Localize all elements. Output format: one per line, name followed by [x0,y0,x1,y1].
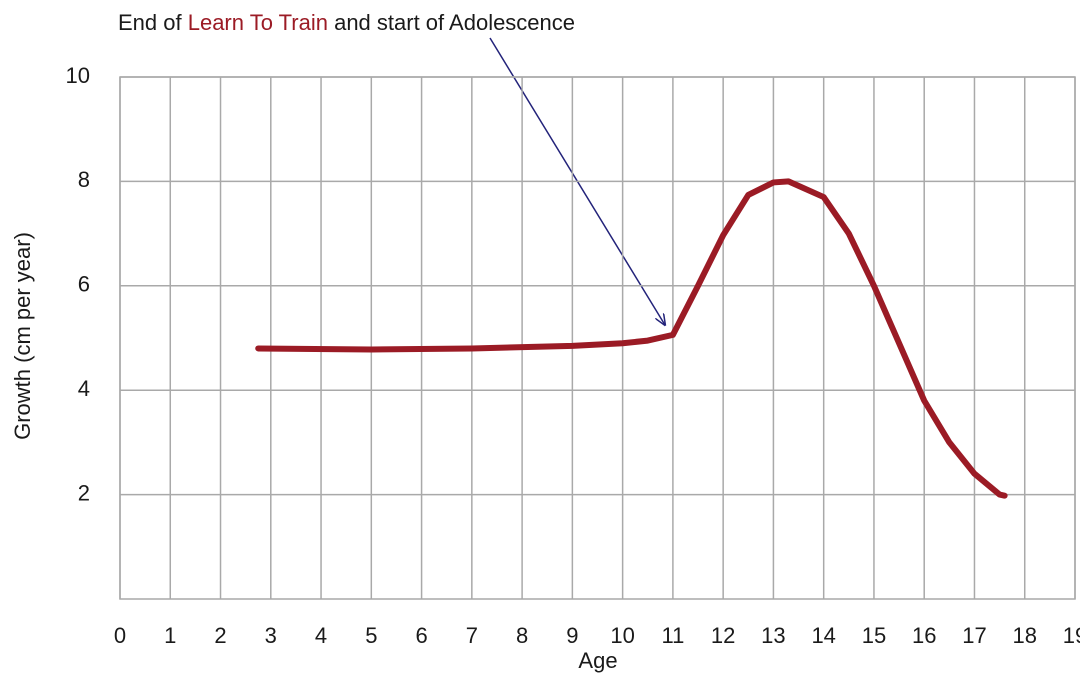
x-tick-label: 13 [761,623,785,648]
annotation-highlight: Learn To Train [188,10,328,35]
x-tick-label: 6 [415,623,427,648]
annotation-text: End of [118,10,188,35]
x-tick-label: 18 [1012,623,1036,648]
y-tick-label: 2 [78,480,90,505]
y-tick-label: 4 [78,376,90,401]
x-tick-label: 8 [516,623,528,648]
x-tick-label: 7 [466,623,478,648]
x-tick-label: 19 [1063,623,1080,648]
x-tick-label: 3 [265,623,277,648]
x-tick-label: 11 [661,623,684,648]
x-tick-label: 16 [912,623,936,648]
x-tick-label: 14 [811,623,835,648]
line [255,178,1008,499]
x-tick-label: 4 [315,623,327,648]
x-axis-label: Age [578,648,617,673]
x-tick-label: 9 [566,623,578,648]
y-tick-label: 8 [78,167,90,192]
x-tick-label: 5 [365,623,377,648]
x-tick-label: 0 [114,623,126,648]
x-tick-label: 12 [711,623,735,648]
x-tick-label: 17 [962,623,986,648]
y-axis-label: Growth (cm per year) [10,232,35,440]
plot-frame [119,76,1076,600]
annotation-text: and start of Adolescence [328,10,575,35]
x-tick-label: 10 [610,623,634,648]
annotation: End of Learn To Train and start of Adole… [118,10,575,35]
y-tick-label: 6 [78,272,90,297]
x-tick-label: 15 [862,623,886,648]
x-tick-label: 1 [164,623,176,648]
x-tick-label: 2 [214,623,226,648]
y-tick-label: 10 [66,63,90,88]
